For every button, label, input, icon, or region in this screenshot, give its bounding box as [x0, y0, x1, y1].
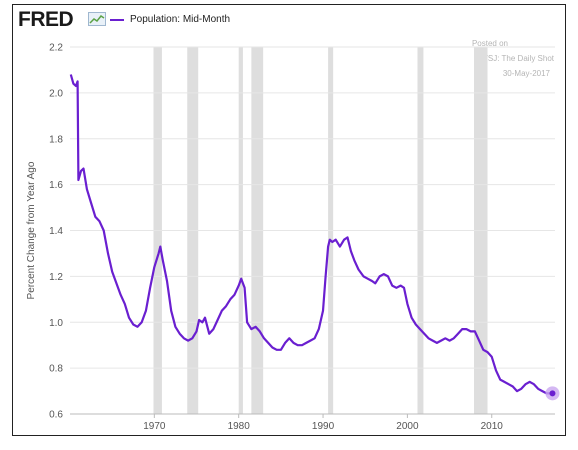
posted-line-1: Posted on — [471, 39, 508, 48]
gridlines — [70, 46, 555, 415]
x-tick-label: 1990 — [312, 421, 335, 432]
posted-line-3: 30-May-2017 — [502, 69, 550, 78]
y-tick-label: 0.8 — [49, 364, 63, 375]
y-axis-label: Percent Change from Year Ago — [26, 161, 37, 299]
legend-label: Population: Mid-Month — [130, 14, 231, 25]
legend-line-swatch — [110, 18, 124, 21]
fred-logo[interactable]: FRED — [18, 8, 74, 31]
series-layer — [69, 74, 560, 401]
y-tick-label: 1.2 — [49, 272, 63, 283]
last-point-marker — [549, 390, 556, 397]
x-tick-label: 1970 — [143, 421, 166, 432]
y-tick-label: 2.2 — [49, 43, 63, 54]
legend[interactable]: Population: Mid-Month — [110, 14, 230, 25]
y-tick-label: 1.6 — [49, 180, 63, 191]
chart-frame — [12, 4, 566, 436]
x-tick-label: 2010 — [481, 421, 504, 432]
posted-line-2: WSJ: The Daily Shot — [480, 54, 554, 63]
y-tick-label: 2.0 — [49, 88, 63, 99]
y-tick-label: 0.6 — [49, 410, 63, 421]
population-series-line — [69, 74, 553, 395]
posted-annotation: Posted on WSJ: The Daily Shot 30-May-201… — [472, 36, 554, 81]
y-tick-label: 1.8 — [49, 134, 63, 145]
fred-graph-icon — [88, 12, 106, 26]
y-tick-label: 1.4 — [49, 226, 63, 237]
x-tick-label: 2000 — [396, 421, 419, 432]
axes: 0.6 0.8 1.0 1.2 1.4 1.6 1.8 2.0 2.2 1970 1980 1990 2… — [49, 43, 555, 432]
y-tick-label: 1.0 — [49, 318, 63, 329]
x-tick-label: 1980 — [228, 421, 251, 432]
